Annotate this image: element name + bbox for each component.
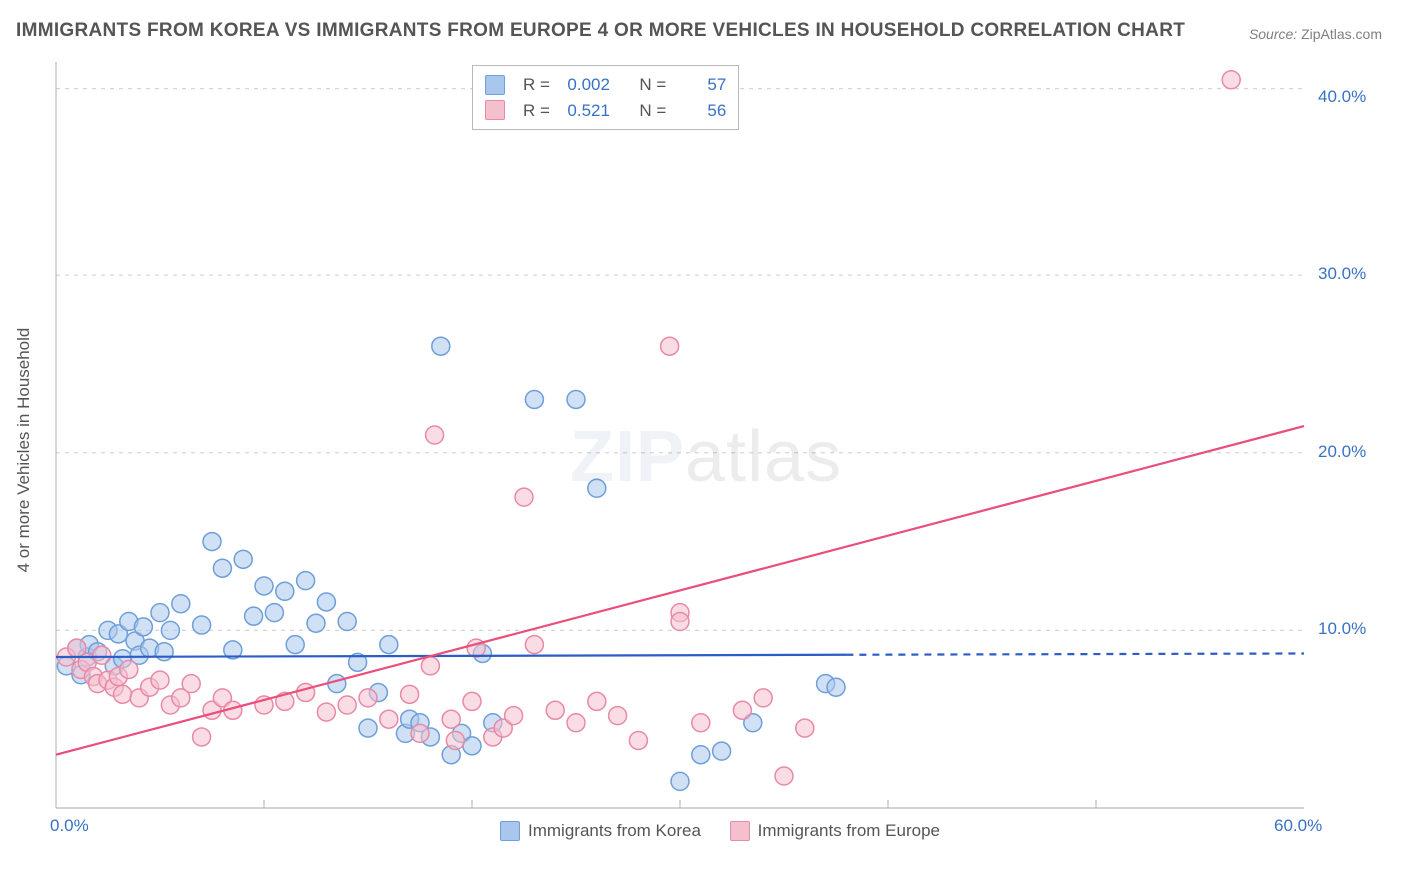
x-tick-label: 0.0% (50, 816, 89, 836)
y-tick-label: 40.0% (1318, 87, 1366, 107)
chart-area: ZIPatlas R =0.002 N =57R =0.521 N =56 Im… (50, 56, 1390, 846)
n-value: 56 (676, 98, 726, 124)
swatch-korea (500, 821, 520, 841)
legend-row-korea: R = 0.002 N = 57 (485, 72, 726, 98)
legend-item-korea: Immigrants from Korea (500, 821, 701, 841)
swatch-europe (730, 821, 750, 841)
x-tick-label: 60.0% (1274, 816, 1322, 836)
legend-label-europe: Immigrants from Europe (758, 821, 940, 841)
legend-item-europe: Immigrants from Europe (730, 821, 940, 841)
source-value: ZipAtlas.com (1301, 26, 1382, 42)
source-label: Source: (1249, 26, 1297, 42)
y-axis-label: 4 or more Vehicles in Household (14, 328, 34, 573)
n-value: 57 (676, 72, 726, 98)
y-tick-label: 10.0% (1318, 619, 1366, 639)
y-tick-label: 20.0% (1318, 442, 1366, 462)
correlation-legend: R = 0.002 N = 57 R = 0.521 N = 56 (472, 65, 739, 130)
legend-label-korea: Immigrants from Korea (528, 821, 701, 841)
y-tick-label: 30.0% (1318, 264, 1366, 284)
r-value: 0.521 (560, 98, 610, 124)
legend-row-europe: R = 0.521 N = 56 (485, 98, 726, 124)
n-label: N = (639, 72, 666, 98)
n-label: N = (639, 98, 666, 124)
r-label: R = (523, 98, 550, 124)
scatter-plot (50, 56, 1390, 846)
swatch-korea-small (485, 75, 505, 95)
source-attribution: Source: ZipAtlas.com (1249, 26, 1382, 42)
swatch-europe-small (485, 100, 505, 120)
series-legend: Immigrants from Korea Immigrants from Eu… (50, 821, 1390, 846)
r-label: R = (523, 72, 550, 98)
r-value: 0.002 (560, 72, 610, 98)
chart-title: IMMIGRANTS FROM KOREA VS IMMIGRANTS FROM… (16, 20, 1185, 42)
